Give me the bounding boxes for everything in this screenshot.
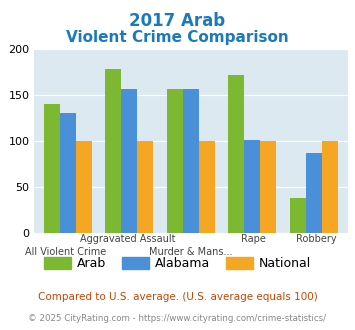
Bar: [60, 113, 76, 233]
Text: © 2025 CityRating.com - https://www.cityrating.com/crime-statistics/: © 2025 CityRating.com - https://www.city…: [28, 314, 327, 323]
Bar: [105, 69, 121, 233]
Legend: Arab, Alabama, National: Arab, Alabama, National: [38, 251, 317, 275]
Bar: [244, 140, 261, 233]
Text: Rape: Rape: [241, 234, 266, 244]
Text: Compared to U.S. average. (U.S. average equals 100): Compared to U.S. average. (U.S. average …: [38, 292, 317, 302]
Bar: [76, 141, 92, 233]
Bar: [199, 141, 215, 233]
Bar: [322, 141, 338, 233]
Bar: [183, 89, 199, 233]
Bar: [137, 141, 153, 233]
Bar: [121, 89, 137, 233]
Bar: [167, 89, 183, 233]
Bar: [261, 141, 277, 233]
Text: Violent Crime Comparison: Violent Crime Comparison: [66, 30, 289, 45]
Text: Murder & Mans...: Murder & Mans...: [149, 247, 233, 257]
Bar: [228, 75, 244, 233]
Bar: [44, 104, 60, 233]
Bar: [306, 153, 322, 233]
Text: Aggravated Assault: Aggravated Assault: [80, 234, 176, 244]
Bar: [290, 198, 306, 233]
Text: All Violent Crime: All Violent Crime: [24, 247, 106, 257]
Text: Robbery: Robbery: [296, 234, 337, 244]
Text: 2017 Arab: 2017 Arab: [130, 12, 225, 30]
